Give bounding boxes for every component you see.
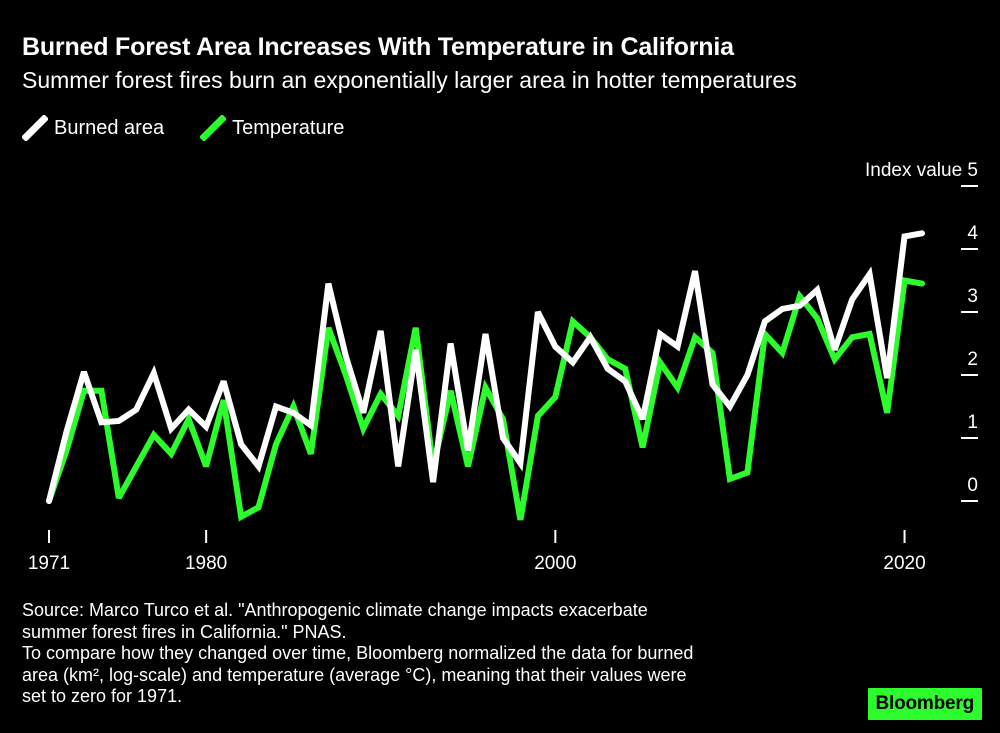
y-axis: 0 1 2 3 4 Index value 5 <box>865 160 978 502</box>
bloomberg-logo: Bloomberg <box>867 688 982 720</box>
source-line: Source: Marco Turco et al. "Anthropogeni… <box>22 600 648 620</box>
legend: Burned area Temperature <box>22 115 344 141</box>
line-chart: 0 1 2 3 4 Index value 5 1971 1980 2000 2020 <box>28 160 979 574</box>
source-line: To compare how they changed over time, B… <box>22 643 694 663</box>
x-tick-label: 2020 <box>883 553 925 574</box>
source-line: set to zero for 1971. <box>22 686 183 706</box>
chart-title: Burned Forest Area Increases With Temper… <box>22 33 734 61</box>
source-line: summer forest fires in California." PNAS… <box>22 621 347 642</box>
legend-item-burned-area: Burned area <box>22 115 164 141</box>
chart-subtitle: Summer forest fires burn an exponentiall… <box>22 67 797 93</box>
source-line: area (km², log-scale) and temperature (a… <box>22 664 687 685</box>
legend-label-temperature: Temperature <box>232 116 345 139</box>
series-line-temperature <box>46 276 925 522</box>
y-tick-label: 3 <box>967 286 978 307</box>
series-lines <box>46 230 925 522</box>
legend-item-temperature: Temperature <box>200 115 344 141</box>
legend-swatch-burned-area <box>22 115 48 141</box>
series-line-burned-area <box>46 230 925 504</box>
x-tick-label: 1971 <box>28 553 70 574</box>
y-tick-label: 2 <box>967 349 978 370</box>
y-tick-label: 4 <box>967 223 978 244</box>
legend-swatch-temperature <box>200 115 227 141</box>
y-tick-label: 1 <box>967 412 978 433</box>
x-tick-label: 2000 <box>534 553 576 574</box>
y-tick-label: Index value 5 <box>865 160 978 181</box>
source-note: Source: Marco Turco et al. "Anthropogeni… <box>22 600 693 708</box>
y-tick-label: 0 <box>967 475 978 496</box>
x-tick-label: 1980 <box>185 553 227 574</box>
legend-label-burned-area: Burned area <box>54 116 165 139</box>
x-axis: 1971 1980 2000 2020 <box>28 530 926 574</box>
